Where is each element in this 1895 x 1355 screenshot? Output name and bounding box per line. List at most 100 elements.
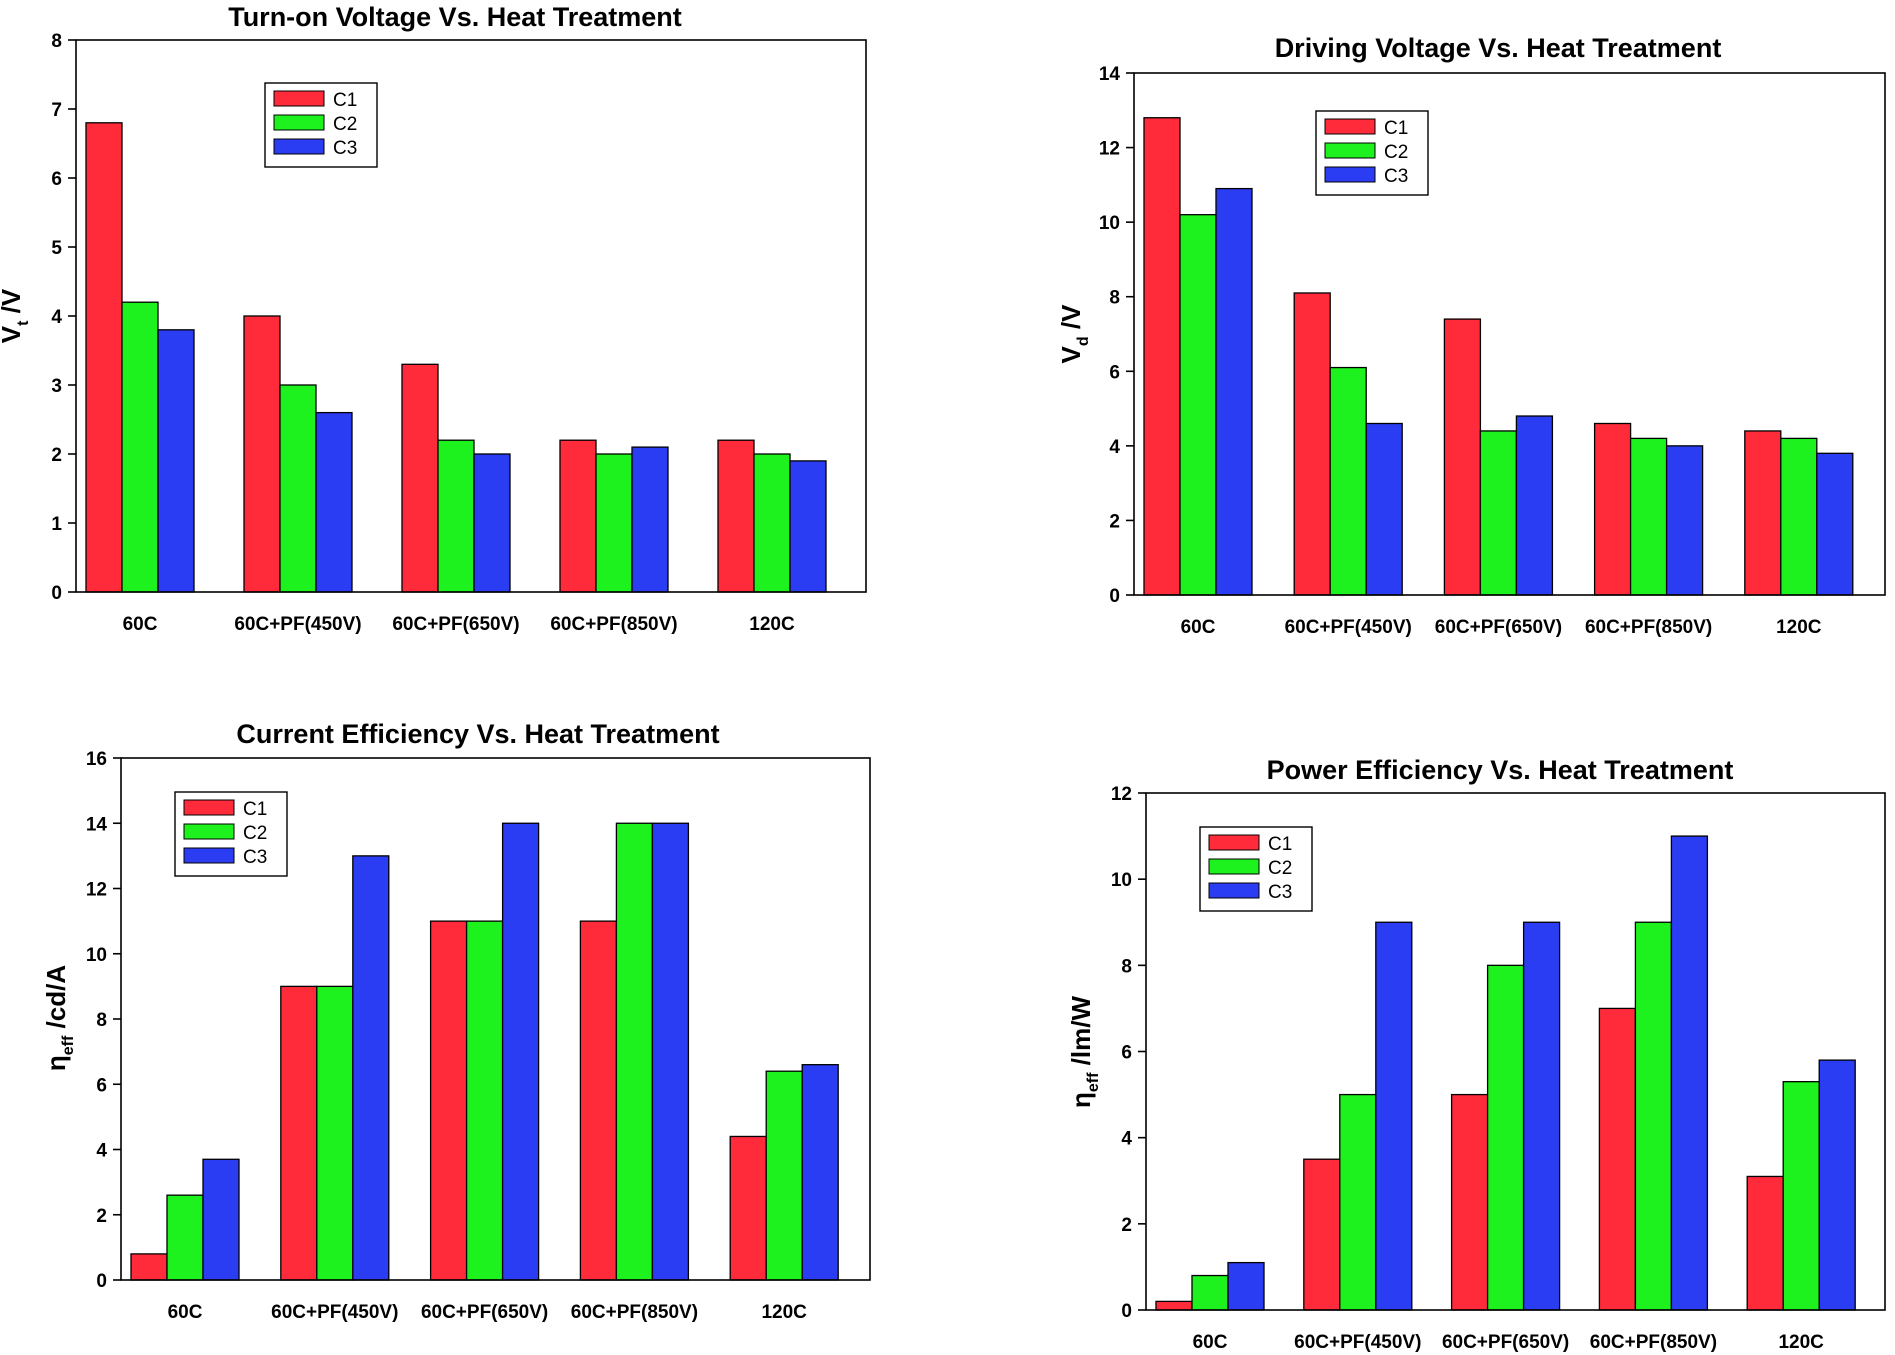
- y-tick-label: 2: [51, 445, 62, 466]
- y-tick-label: 0: [1109, 586, 1120, 607]
- bar-c2-4: [1634, 921, 1673, 1311]
- bar-c3-4: [1665, 445, 1704, 596]
- chart-panel-3: Current Efficiency Vs. Heat Treatment ηef…: [41, 719, 871, 1323]
- chart-title: Power Efficiency Vs. Heat Treatment: [1267, 755, 1734, 785]
- bar-c2-4: [1629, 437, 1668, 596]
- bar-c1-5: [1744, 430, 1782, 596]
- x-tick-label: 60C: [168, 1302, 203, 1323]
- legend-swatch-c3: [1324, 166, 1376, 183]
- bar-c2-2: [1339, 1093, 1377, 1311]
- bar-c2-4: [595, 453, 633, 593]
- x-tick-label: 60C+PF(650V): [1442, 1332, 1569, 1353]
- y-axis-label-subscript: t: [15, 320, 32, 326]
- bar-c2-1: [1191, 1274, 1229, 1311]
- legend-swatch-c2: [1324, 142, 1376, 159]
- bar-c1-1: [1143, 117, 1181, 596]
- bar-c2-2: [316, 985, 354, 1281]
- bar-c1-5: [717, 439, 755, 593]
- legend-label-c3: C3: [333, 138, 357, 159]
- y-tick-label: 6: [1121, 1043, 1132, 1064]
- legend-label-c2: C2: [243, 823, 267, 844]
- y-tick-label: 6: [96, 1075, 107, 1096]
- bar-c3-3: [501, 822, 540, 1281]
- bar-c1-2: [280, 985, 318, 1281]
- legend-swatch-c3: [273, 138, 325, 155]
- x-tick-label: 60C: [1193, 1332, 1228, 1353]
- legend: C1 C2 C3: [174, 791, 288, 877]
- bar-c1-1: [85, 122, 123, 593]
- y-axis-label: ηeff /cd/A: [41, 965, 77, 1071]
- chart-title: Driving Voltage Vs. Heat Treatment: [1275, 33, 1722, 63]
- legend: C1 C2 C3: [1315, 110, 1429, 196]
- y-tick-label: 0: [96, 1271, 107, 1292]
- bar-c1-1: [130, 1253, 168, 1281]
- legend-label-c1: C1: [333, 90, 357, 111]
- y-tick-label: 8: [96, 1010, 107, 1031]
- legend-swatch-c2: [273, 114, 325, 131]
- bar-c1-2: [1303, 1158, 1341, 1311]
- bar-c2-3: [437, 439, 475, 593]
- x-tick-label: 120C: [1776, 617, 1822, 638]
- y-tick-label: 2: [1121, 1215, 1132, 1236]
- legend-label-c2: C2: [333, 114, 357, 135]
- y-tick-label: 6: [1109, 362, 1120, 383]
- legend-swatch-c1: [273, 90, 325, 107]
- bar-c2-4: [615, 822, 654, 1281]
- bar-c3-3: [1522, 921, 1561, 1311]
- bar-c1-4: [1593, 422, 1632, 596]
- y-tick-label: 14: [1099, 64, 1121, 85]
- x-tick-label: 60C+PF(850V): [571, 1302, 698, 1323]
- legend-label-c2: C2: [1268, 858, 1292, 879]
- x-tick-label: 60C+PF(650V): [421, 1302, 548, 1323]
- legend-label-c1: C1: [1384, 118, 1408, 139]
- bar-c1-5: [729, 1135, 767, 1281]
- legend-swatch-c1: [183, 799, 235, 816]
- legend-swatch-c2: [1208, 858, 1260, 875]
- y-tick-label: 8: [51, 31, 62, 52]
- bar-c3-5: [1818, 1059, 1856, 1311]
- x-tick-label: 60C+PF(850V): [550, 614, 677, 635]
- bar-c2-2: [1329, 366, 1367, 596]
- bar-c1-1: [1155, 1300, 1193, 1311]
- bar-c3-4: [651, 822, 690, 1281]
- bar-c2-5: [1780, 437, 1818, 596]
- bar-c1-3: [1443, 318, 1482, 596]
- legend: C1 C2 C3: [264, 82, 378, 168]
- legend-swatch-c3: [1208, 882, 1260, 899]
- legend-label-c2: C2: [1384, 142, 1408, 163]
- x-tick-label: 60C+PF(650V): [392, 614, 519, 635]
- y-tick-label: 0: [51, 583, 62, 604]
- bar-c3-5: [801, 1064, 839, 1281]
- y-tick-label: 4: [51, 307, 62, 328]
- x-tick-label: 60C+PF(850V): [1585, 617, 1712, 638]
- bar-c1-2: [1293, 292, 1331, 596]
- legend: C1 C2 C3: [1199, 826, 1313, 912]
- y-tick-label: 12: [86, 880, 107, 901]
- bar-c3-2: [1375, 921, 1413, 1311]
- y-tick-label: 6: [51, 169, 62, 190]
- x-tick-label: 60C+PF(450V): [271, 1302, 398, 1323]
- y-tick-label: 10: [1111, 870, 1132, 891]
- bar-c1-4: [559, 439, 597, 593]
- chart-panel-2: Driving Voltage Vs. Heat Treatment Vd /V 6…: [1056, 33, 1886, 638]
- y-tick-label: 2: [96, 1206, 107, 1227]
- y-tick-label: 16: [86, 749, 107, 770]
- y-tick-label: 1: [51, 514, 62, 535]
- y-tick-label: 10: [86, 945, 107, 966]
- y-tick-label: 4: [1121, 1129, 1132, 1150]
- bar-c1-2: [243, 315, 281, 593]
- y-axis-label-unit: /V: [0, 288, 26, 320]
- y-tick-label: 0: [1121, 1301, 1132, 1322]
- x-tick-label: 60C: [1181, 617, 1216, 638]
- bar-c3-2: [315, 411, 353, 593]
- bar-c3-5: [789, 460, 827, 593]
- y-tick-label: 14: [86, 814, 108, 835]
- legend-label-c3: C3: [243, 847, 267, 868]
- bar-c1-3: [401, 363, 439, 593]
- y-tick-label: 5: [51, 238, 62, 259]
- chart-panel-1: Turn-on Voltage Vs. Heat Treatment Vt /V 6…: [0, 2, 867, 635]
- y-axis-label: Vd /V: [1056, 304, 1092, 364]
- y-axis-label-subscript: d: [1075, 336, 1092, 346]
- y-axis-label-subscript: eff: [60, 1035, 77, 1055]
